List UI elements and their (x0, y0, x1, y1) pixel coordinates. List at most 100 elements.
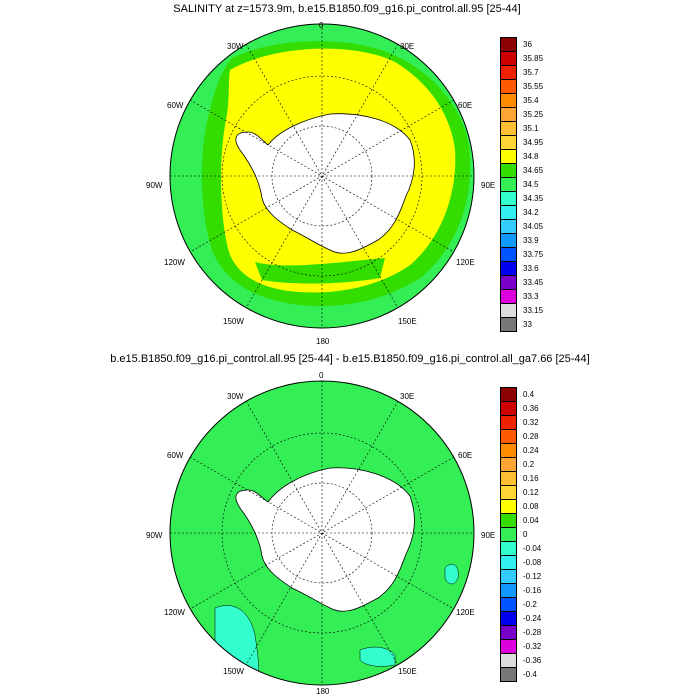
colorbar-swatch (500, 499, 517, 514)
colorbar-swatch (500, 639, 517, 654)
colorbar-swatch (500, 121, 517, 136)
colorbar-label: 0.32 (523, 417, 539, 427)
colorbar-label: -0.08 (523, 557, 542, 567)
lon-label-180: 180 (316, 687, 330, 696)
colorbar-swatch (500, 415, 517, 430)
lon-label-60e: 60E (458, 451, 473, 460)
colorbar-swatch (500, 275, 517, 290)
lon-label-60e: 60E (458, 101, 473, 110)
lon-label-30e: 30E (400, 392, 415, 401)
map-boundary (169, 23, 475, 329)
lon-label-90w: 90W (146, 531, 163, 540)
colorbar-swatch (500, 317, 517, 332)
colorbar-swatch (500, 485, 517, 500)
colorbar-swatch (500, 205, 517, 220)
colorbar-label: -0.16 (523, 585, 542, 595)
colorbar-swatch (500, 149, 517, 164)
colorbar-swatch (500, 429, 517, 444)
panel-1-title: SALINITY at z=1573.9m, b.e15.B1850.f09_g… (173, 3, 521, 15)
colorbar-label: 36 (523, 39, 532, 49)
colorbar-label: 35.25 (523, 109, 544, 119)
colorbar-label: 0 (523, 529, 528, 539)
colorbar-swatch (500, 289, 517, 304)
colorbar-label: 0.36 (523, 403, 539, 413)
colorbar-label: 34.5 (523, 179, 539, 189)
colorbar-label: 34.2 (523, 207, 539, 217)
graticule-lines (170, 24, 474, 328)
colorbar-swatch (500, 79, 517, 94)
colorbar-label: 0.08 (523, 501, 539, 511)
colorbar-label: 0.2 (523, 459, 535, 469)
colorbar-swatch (500, 513, 517, 528)
colorbar-label: 34.95 (523, 137, 544, 147)
colorbar-swatch (500, 65, 517, 80)
colorbar-swatch (500, 401, 517, 416)
colorbar-swatch (500, 555, 517, 570)
graticule-lines (170, 381, 474, 685)
lon-label-0: 0 (319, 21, 324, 30)
panel-2-colorbar: 0.4 0.36 0.32 0.28 0.24 0.2 0.16 0.12 0.08 0.04 0 -… (500, 387, 560, 682)
lon-label-90e: 90E (481, 181, 496, 190)
difference-negative-patch-se (359, 646, 396, 667)
colorbar-label: -0.28 (523, 627, 542, 637)
colorbar-swatch (500, 443, 517, 458)
colorbar-swatch (500, 37, 517, 52)
lon-label-120e: 120E (456, 608, 475, 617)
colorbar-swatch (500, 597, 517, 612)
colorbar-swatch (500, 303, 517, 318)
lon-label-150w: 150W (223, 317, 244, 326)
colorbar-label: 0.12 (523, 487, 539, 497)
lon-label-120e: 120E (456, 258, 475, 267)
lon-label-30w: 30W (227, 42, 244, 51)
colorbar-label: 33.6 (523, 263, 539, 273)
lon-label-60w: 60W (167, 101, 184, 110)
colorbar-label: 34.8 (523, 151, 539, 161)
colorbar-swatch (500, 625, 517, 640)
colorbar-swatch (500, 233, 517, 248)
colorbar-label: 0.28 (523, 431, 539, 441)
colorbar-swatch (500, 667, 517, 682)
colorbar-swatch (500, 611, 517, 626)
colorbar-label: 33.75 (523, 249, 544, 259)
lon-label-60w: 60W (167, 451, 184, 460)
panel-2-polar-map (169, 380, 475, 686)
colorbar-label: 35.55 (523, 81, 544, 91)
colorbar-label: -0.04 (523, 543, 542, 553)
colorbar-label: -0.2 (523, 599, 537, 609)
colorbar-label: 0.24 (523, 445, 539, 455)
difference-negative-patch-e (444, 563, 459, 585)
colorbar-swatch (500, 541, 517, 556)
colorbar-swatch (500, 135, 517, 150)
colorbar-label: -0.32 (523, 641, 542, 651)
colorbar-swatch (500, 51, 517, 66)
colorbar-label: 0.04 (523, 515, 539, 525)
colorbar-label: 35.4 (523, 95, 539, 105)
panel-1-polar-map (169, 23, 475, 329)
colorbar-swatch (500, 583, 517, 598)
colorbar-label: 33.15 (523, 305, 544, 315)
colorbar-swatch (500, 219, 517, 234)
colorbar-swatch (500, 471, 517, 486)
colorbar-swatch (500, 107, 517, 122)
colorbar-label: 35.1 (523, 123, 539, 133)
lon-label-0: 0 (319, 371, 324, 380)
lon-label-90w: 90W (146, 181, 163, 190)
colorbar-swatch (500, 653, 517, 668)
antarctica-landmass (235, 467, 415, 612)
colorbar-swatch (500, 93, 517, 108)
colorbar-label: 35.85 (523, 53, 544, 63)
lon-label-30e: 30E (400, 42, 415, 51)
lon-label-150w: 150W (223, 667, 244, 676)
colorbar-label: -0.24 (523, 613, 542, 623)
salinity-34.8-inner-band (255, 258, 385, 284)
lon-label-90e: 90E (481, 531, 496, 540)
colorbar-label: 33.3 (523, 291, 539, 301)
colorbar-label: 33.45 (523, 277, 544, 287)
colorbar-label: 33 (523, 319, 532, 329)
panel-1-colorbar: 36 35.85 35.7 35.55 35.4 35.25 35.1 34.95 34.8 34… (500, 37, 560, 332)
colorbar-swatch (500, 457, 517, 472)
lon-label-180: 180 (316, 337, 330, 346)
lon-label-150e: 150E (398, 667, 417, 676)
colorbar-swatch (500, 191, 517, 206)
map-boundary (169, 380, 475, 686)
